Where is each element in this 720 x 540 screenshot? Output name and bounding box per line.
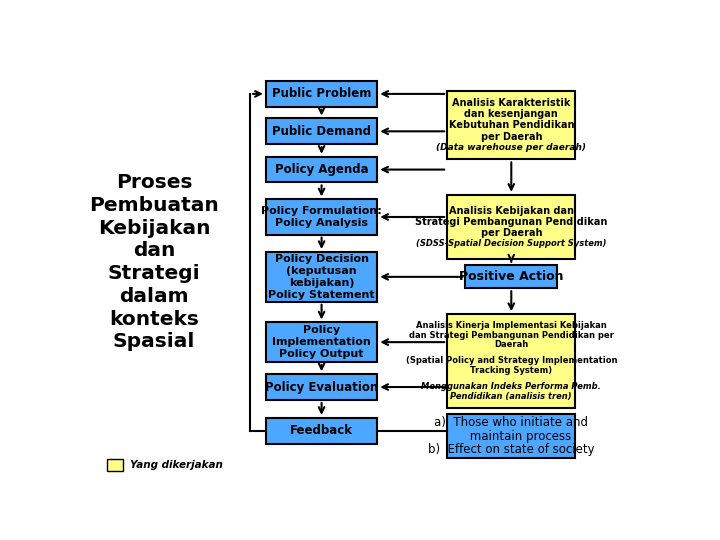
Text: a)  Those who initiate and: a) Those who initiate and [434,416,588,429]
Text: Analisis Karakteristik: Analisis Karakteristik [452,98,570,108]
Text: Analisis Kinerja Implementasi Kebijakan: Analisis Kinerja Implementasi Kebijakan [416,321,607,330]
FancyBboxPatch shape [447,314,575,408]
Text: Public Problem: Public Problem [272,87,372,100]
FancyBboxPatch shape [266,374,377,400]
FancyBboxPatch shape [266,199,377,235]
FancyBboxPatch shape [266,157,377,183]
Text: Tracking System): Tracking System) [470,366,552,375]
Text: Policy Agenda: Policy Agenda [275,163,369,176]
Text: (SDSS-Spatial Decision Support System): (SDSS-Spatial Decision Support System) [416,239,606,248]
FancyBboxPatch shape [465,266,557,288]
FancyBboxPatch shape [266,252,377,302]
Text: per Daerah: per Daerah [480,228,542,238]
FancyBboxPatch shape [447,91,575,159]
Text: dan kesenjangan: dan kesenjangan [464,109,558,119]
FancyBboxPatch shape [447,195,575,259]
Text: (Spatial Policy and Strategy Implementation: (Spatial Policy and Strategy Implementat… [405,356,617,366]
FancyBboxPatch shape [266,81,377,107]
Text: maintain process: maintain process [451,430,572,443]
Text: Strategi Pembangunan Pendidikan: Strategi Pembangunan Pendidikan [415,217,608,227]
Text: Policy Decision
(keputusan
kebijakan)
Policy Statement: Policy Decision (keputusan kebijakan) Po… [269,254,375,300]
Text: Daerah: Daerah [494,340,528,349]
FancyBboxPatch shape [266,322,377,362]
Text: Policy Formulation:
Policy Analysis: Policy Formulation: Policy Analysis [261,206,382,228]
Text: Kebutuhan Pendidikan: Kebutuhan Pendidikan [449,120,574,131]
Text: Policy Evaluation: Policy Evaluation [265,381,378,394]
Text: Analisis Kebijakan dan: Analisis Kebijakan dan [449,206,574,216]
Text: Pendidikan (analisis tren): Pendidikan (analisis tren) [451,392,572,401]
Text: Policy
Implementation
Policy Output: Policy Implementation Policy Output [272,325,371,359]
Text: (Data warehouse per daerah): (Data warehouse per daerah) [436,143,586,152]
FancyBboxPatch shape [107,458,124,471]
Text: b)  Effect on state of society: b) Effect on state of society [428,443,595,456]
FancyBboxPatch shape [447,414,575,458]
Text: per Daerah: per Daerah [480,132,542,141]
Text: Menggunakan Indeks Performa Pemb.: Menggunakan Indeks Performa Pemb. [421,382,601,391]
Text: dan Strategi Pembangunan Pendidikan per: dan Strategi Pembangunan Pendidikan per [409,330,613,340]
Text: Proses
Pembuatan
Kebijakan
dan
Strategi
dalam
konteks
Spasial: Proses Pembuatan Kebijakan dan Strategi … [89,173,219,352]
Text: Feedback: Feedback [290,424,353,437]
Text: Positive Action: Positive Action [459,271,564,284]
Text: Public Demand: Public Demand [272,125,371,138]
FancyBboxPatch shape [266,418,377,443]
Text: Yang dikerjakan: Yang dikerjakan [130,460,223,470]
FancyBboxPatch shape [266,118,377,144]
